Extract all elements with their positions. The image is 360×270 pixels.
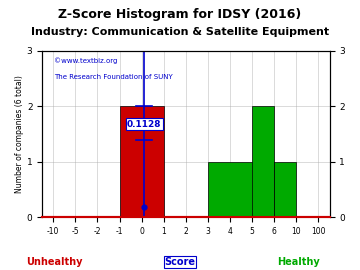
Text: Unhealthy: Unhealthy [26,257,82,267]
Text: Healthy: Healthy [278,257,320,267]
Bar [208,162,274,217]
Text: Score: Score [165,257,195,267]
Text: ©www.textbiz.org: ©www.textbiz.org [54,58,117,64]
Text: 0.1128: 0.1128 [127,120,161,129]
Text: Industry: Communication & Satellite Equipment: Industry: Communication & Satellite Equi… [31,27,329,37]
Bar [274,162,296,217]
Y-axis label: Number of companies (6 total): Number of companies (6 total) [15,75,24,193]
Bar [120,106,164,217]
Text: The Research Foundation of SUNY: The Research Foundation of SUNY [54,74,172,80]
Bar [252,106,274,217]
Text: Z-Score Histogram for IDSY (2016): Z-Score Histogram for IDSY (2016) [58,8,302,21]
